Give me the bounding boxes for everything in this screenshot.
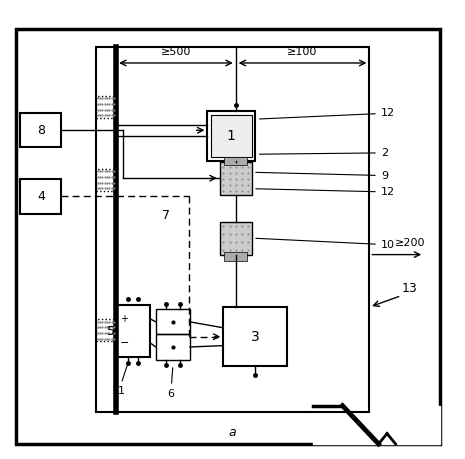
Text: 5: 5 bbox=[106, 325, 115, 337]
Text: ≥500: ≥500 bbox=[161, 46, 191, 56]
Bar bbox=[96, 96, 116, 118]
Text: a: a bbox=[229, 426, 236, 439]
Bar bbox=[96, 169, 116, 191]
Bar bbox=[96, 319, 116, 341]
Text: ≥200: ≥200 bbox=[395, 238, 425, 248]
Bar bbox=[224, 157, 247, 165]
Text: 8: 8 bbox=[37, 124, 45, 137]
Bar bbox=[156, 335, 190, 359]
Text: 2: 2 bbox=[259, 148, 388, 158]
Bar bbox=[220, 162, 252, 195]
Bar bbox=[223, 307, 287, 366]
Bar bbox=[220, 222, 252, 255]
Text: −: − bbox=[120, 338, 129, 348]
Bar bbox=[156, 309, 190, 335]
Polygon shape bbox=[313, 406, 440, 444]
Bar bbox=[116, 305, 150, 357]
Text: 3: 3 bbox=[251, 330, 259, 344]
Text: ≥100: ≥100 bbox=[287, 46, 318, 56]
Text: 13: 13 bbox=[401, 282, 417, 295]
Bar bbox=[96, 47, 369, 412]
Text: 4: 4 bbox=[37, 190, 45, 203]
Bar bbox=[211, 115, 252, 157]
Bar bbox=[207, 111, 255, 161]
Text: 12: 12 bbox=[259, 108, 395, 119]
Bar bbox=[20, 179, 61, 213]
Text: 9: 9 bbox=[256, 171, 388, 180]
Text: 1: 1 bbox=[227, 129, 236, 143]
Bar bbox=[20, 113, 61, 147]
Text: +: + bbox=[120, 314, 128, 324]
Text: 10: 10 bbox=[256, 238, 395, 250]
Text: 7: 7 bbox=[162, 209, 170, 222]
Text: 12: 12 bbox=[256, 187, 395, 197]
Text: 6: 6 bbox=[167, 368, 174, 399]
Text: 11: 11 bbox=[112, 365, 127, 397]
Bar bbox=[224, 252, 247, 261]
